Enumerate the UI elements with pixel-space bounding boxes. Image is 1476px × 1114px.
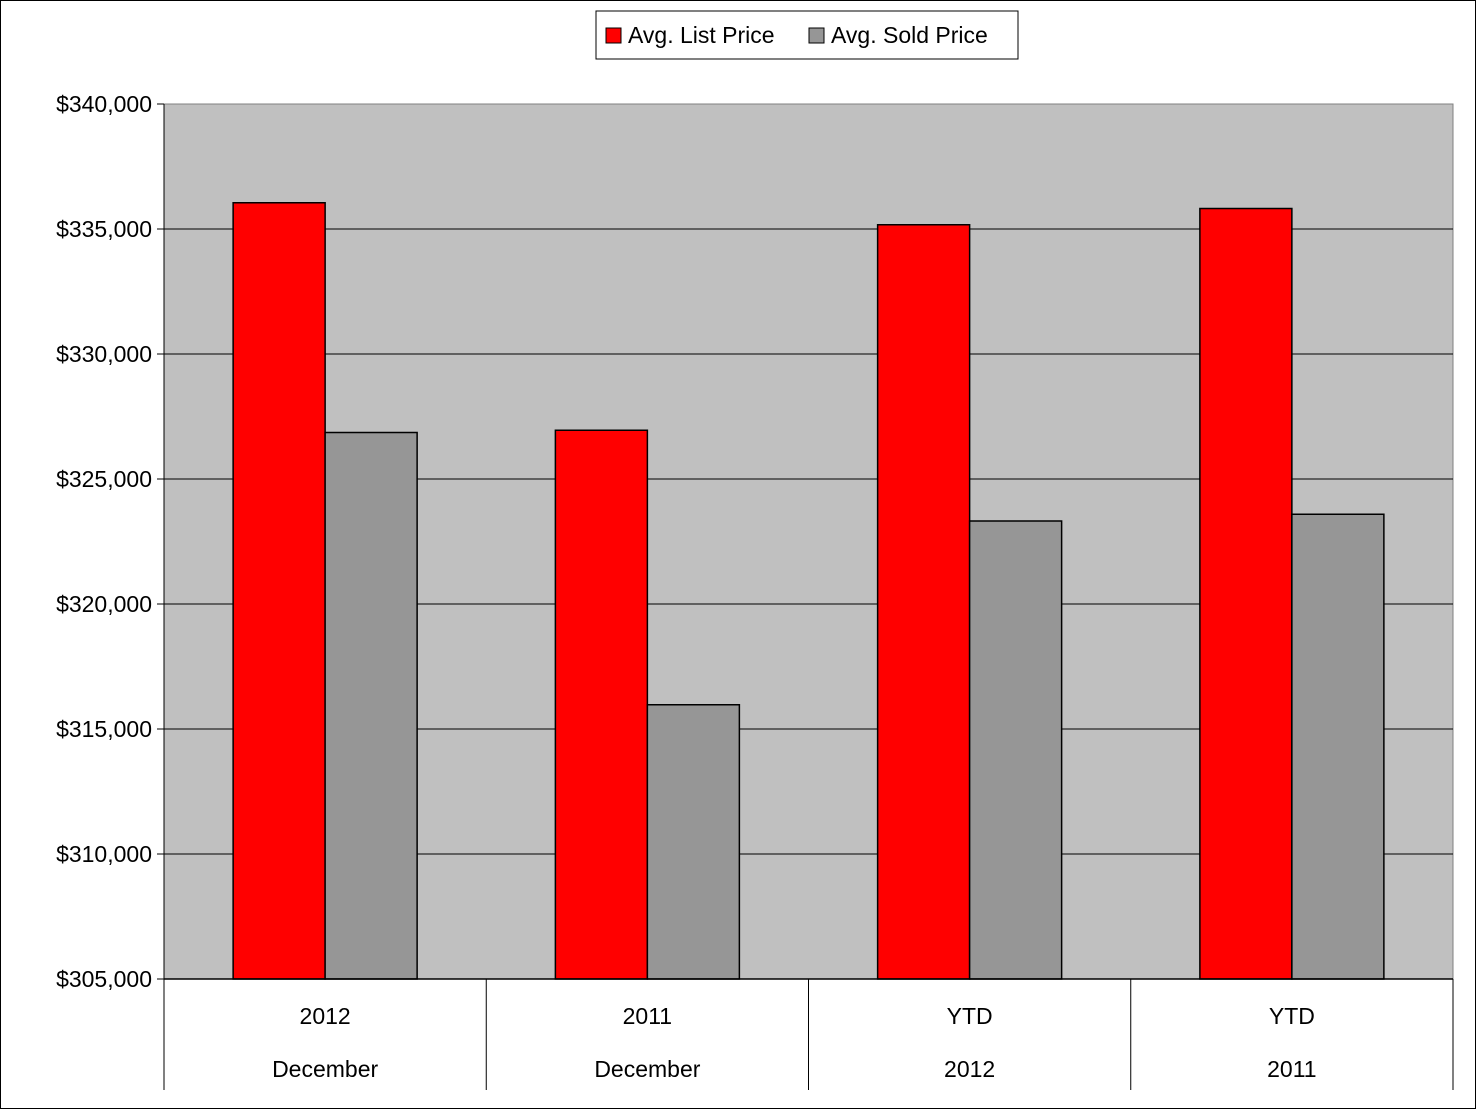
bar-list-price	[876, 224, 971, 980]
x-tick-label: 2011	[623, 1003, 672, 1029]
x-group-label: December	[272, 1056, 378, 1082]
bar-sold-price	[324, 431, 418, 980]
y-tick-label: $335,000	[56, 216, 152, 242]
x-tick-label: 2012	[300, 1003, 351, 1029]
legend-swatch	[808, 27, 825, 44]
legend-label: Avg. Sold Price	[831, 22, 988, 48]
y-tick-label: $310,000	[56, 841, 152, 867]
bar-list-price	[1199, 207, 1293, 980]
y-tick-label: $330,000	[56, 341, 152, 367]
legend: Avg. List Price Avg. Sold Price	[595, 10, 1019, 60]
bar-list-price	[554, 429, 649, 980]
y-tick-label: $315,000	[56, 716, 152, 742]
x-axis: 2012 December 2011 December YTD 2012 YTD 2011	[163, 978, 1454, 1090]
y-tick-label: $340,000	[56, 91, 152, 117]
bars	[232, 202, 1385, 980]
legend-box	[595, 10, 1019, 60]
y-tick-label: $325,000	[56, 466, 152, 492]
x-tick-label: YTD	[947, 1003, 993, 1029]
x-tick-label: YTD	[1269, 1003, 1315, 1029]
legend-label: Avg. List Price	[628, 22, 775, 48]
y-tick-label: $320,000	[56, 591, 152, 617]
x-group-label: December	[594, 1056, 700, 1082]
bar-sold-price	[968, 520, 1063, 980]
bar-list-price	[232, 202, 326, 980]
bar-sold-price	[646, 704, 741, 980]
y-tick-label: $305,000	[56, 966, 152, 992]
x-group-label: 2012	[944, 1056, 995, 1082]
y-axis: $305,000 $310,000 $315,000 $320,000 $325,000…	[56, 91, 165, 992]
x-group-label: 2011	[1267, 1056, 1316, 1082]
legend-swatch	[605, 27, 622, 44]
bar-sold-price	[1291, 513, 1385, 980]
